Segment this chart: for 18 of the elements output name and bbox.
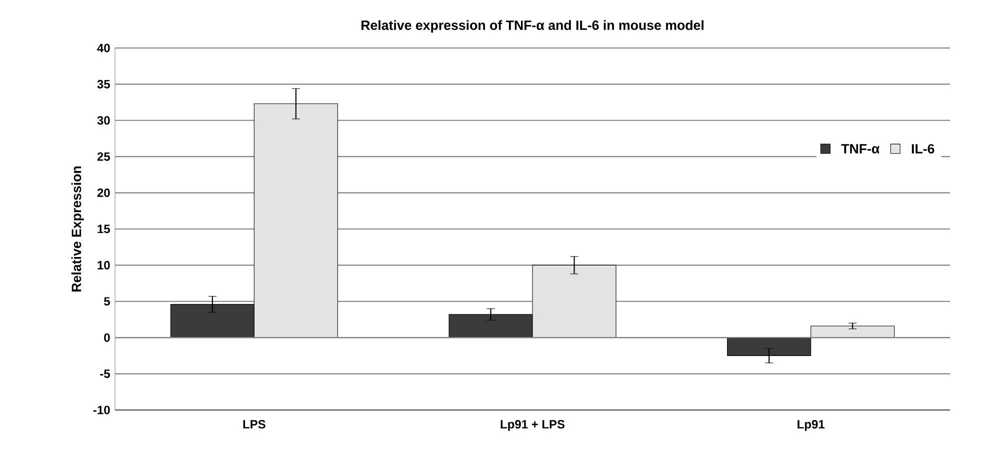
chart-title: Relative expression of TNF-α and IL-6 in mouse model [361,20,704,33]
x-tick-label: Lp91 [798,420,824,431]
y-tick-label: -10 [93,406,110,414]
y-axis-title: Relative Expression [71,166,84,292]
y-tick-label: 15 [98,224,110,234]
y-tick-label: 0 [104,333,110,342]
x-tick-label: Lp91 + LPS [500,420,565,431]
y-tick-label: 40 [97,44,110,52]
x-tick-label: LPS [243,420,266,429]
y-tick-label: 10 [98,260,110,270]
y-tick-label: 5 [104,297,110,306]
y-tick-label: -5 [100,370,110,378]
y-tick-label: 20 [97,188,110,198]
y-tick-label: 30 [97,116,110,125]
y-tick-label: 25 [97,152,110,161]
legend-label: IL-6 [912,144,934,154]
y-tick-label: 35 [97,80,110,88]
legend-label: TNF-α [841,144,880,154]
